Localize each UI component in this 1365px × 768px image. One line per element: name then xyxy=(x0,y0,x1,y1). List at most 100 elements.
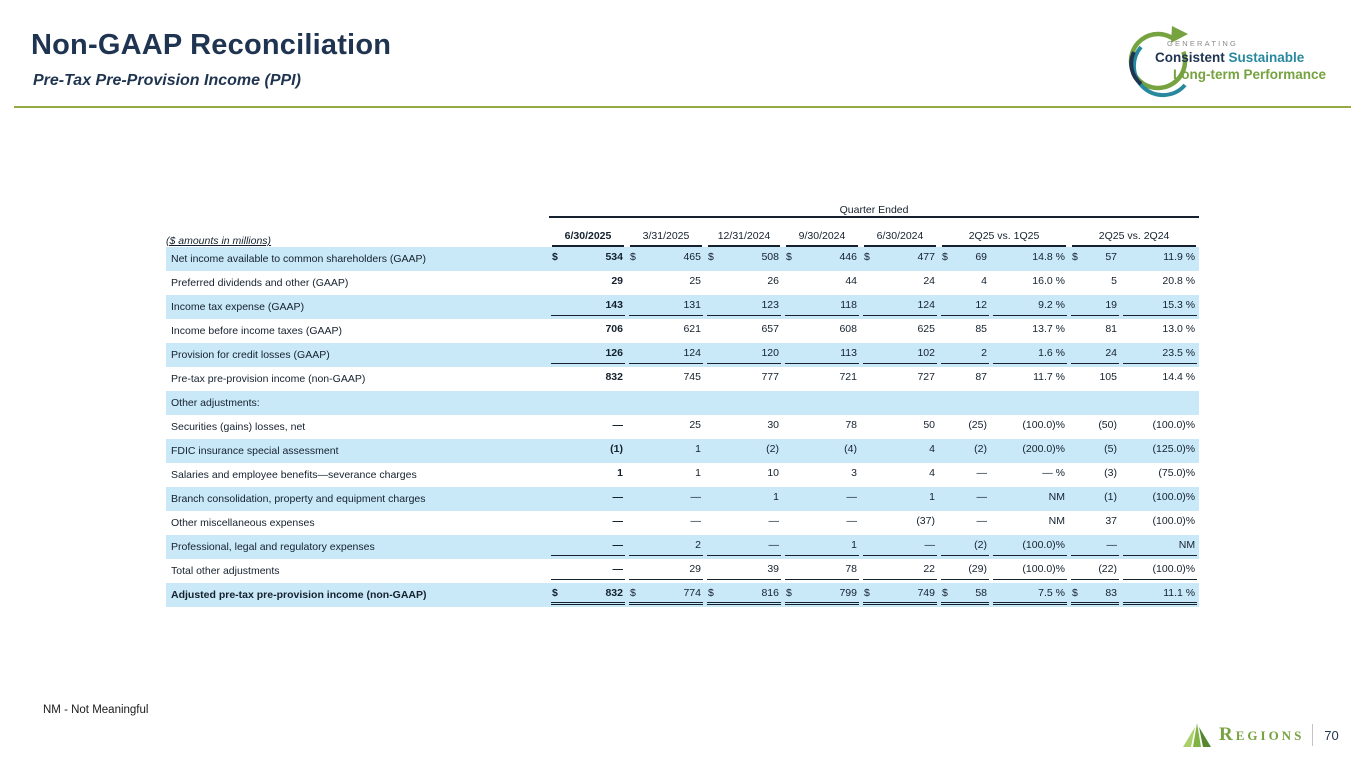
quarter-ended-header: Quarter Ended xyxy=(549,200,1200,218)
table-cell: — xyxy=(549,487,627,511)
col-header-q3: 12/31/2024 xyxy=(705,217,783,247)
table-cell: $69 xyxy=(939,247,991,271)
table-cell: 50 xyxy=(861,415,939,439)
cell-value: (200.0)% xyxy=(1022,443,1065,455)
column-header-row: ($ amounts in millions) 6/30/2025 3/31/2… xyxy=(166,217,1199,247)
cell-value: 14.4 % xyxy=(1162,371,1196,383)
table-cell: $774 xyxy=(627,583,705,607)
cell-value: 11.9 % xyxy=(1163,251,1196,263)
table-cell: — xyxy=(705,535,783,559)
currency-symbol: $ xyxy=(552,586,558,599)
table-cell: 608 xyxy=(783,319,861,343)
cell-value: — % xyxy=(1042,467,1065,479)
table-row: Other adjustments: xyxy=(166,391,1200,415)
cell-value: 26 xyxy=(767,275,779,287)
table-cell: — xyxy=(627,511,705,535)
nm-footnote: NM - Not Meaningful xyxy=(43,704,149,716)
cell-value: — xyxy=(846,491,858,503)
table-cell: 26 xyxy=(705,271,783,295)
table-row: Professional, legal and regulatory expen… xyxy=(166,535,1200,559)
cell-value: 727 xyxy=(917,371,935,383)
table-cell: 113 xyxy=(783,343,861,367)
table-cell: 657 xyxy=(705,319,783,343)
currency-symbol: $ xyxy=(552,251,558,263)
col-header-q1: 6/30/2025 xyxy=(549,217,627,247)
table-cell: (29) xyxy=(939,559,991,583)
cell-value: (2) xyxy=(974,539,987,551)
cell-value: 13.7 % xyxy=(1032,323,1065,335)
table-row: Preferred dividends and other (GAAP) 29 25… xyxy=(166,271,1199,295)
table-row: Income before income taxes (GAAP) 706 621 6… xyxy=(166,319,1199,343)
table-cell: — xyxy=(861,535,939,559)
footer-divider xyxy=(1312,724,1314,746)
cell-value: (22) xyxy=(1098,563,1117,575)
table-cell: 105 xyxy=(1069,367,1121,391)
table-cell: (1) xyxy=(1069,487,1121,511)
table-cell: (100.0)% xyxy=(991,415,1069,439)
table-cell: 19 xyxy=(1069,295,1121,319)
table-cell: 745 xyxy=(627,367,705,391)
cell-value: 5 xyxy=(1111,275,1117,287)
cell-value: 15.3 % xyxy=(1162,299,1196,311)
tagline-generating: GENERATING xyxy=(1167,39,1239,48)
cell-value: 24 xyxy=(1105,347,1117,359)
regions-pyramid-icon xyxy=(1183,723,1211,747)
cell-value: — xyxy=(924,539,936,551)
cell-value: 105 xyxy=(1099,371,1117,383)
cell-value: 508 xyxy=(761,251,779,263)
table-cell: 81 xyxy=(1069,319,1121,343)
table-cell: (22) xyxy=(1069,559,1121,583)
cell-value: 14.8 % xyxy=(1032,251,1065,263)
cell-value: 10 xyxy=(767,467,779,479)
currency-symbol: $ xyxy=(1072,586,1078,599)
table-cell: — xyxy=(627,487,705,511)
cell-value: 1 xyxy=(617,467,623,479)
table-cell: 4 xyxy=(861,439,939,463)
cell-value: (50) xyxy=(1098,419,1117,431)
table-cell: — xyxy=(783,511,861,535)
cell-value: 721 xyxy=(839,371,857,383)
cell-value: 12 xyxy=(975,299,987,311)
table-cell: 7.5 % xyxy=(991,583,1069,607)
cell-value: (125.0)% xyxy=(1152,443,1196,455)
cell-value: 58 xyxy=(975,586,987,599)
tagline-line3: Long-term Performance xyxy=(1173,67,1327,82)
table-cell: $816 xyxy=(705,583,783,607)
cell-value: 1 xyxy=(851,539,857,551)
cell-value: 20.8 % xyxy=(1162,275,1196,287)
cell-value: — xyxy=(976,467,988,479)
cell-value: — xyxy=(976,515,988,527)
table-cell: 20.8 % xyxy=(1121,271,1199,295)
table-cell: 1 xyxy=(783,535,861,559)
cell-value: 118 xyxy=(840,299,857,311)
table-cell: 721 xyxy=(783,367,861,391)
cell-value: (4) xyxy=(844,443,857,455)
table-row: Total other adjustments — 29 39 78 22 (29) (100… xyxy=(166,559,1199,583)
table-cell: (100.0)% xyxy=(991,535,1069,559)
table-cell: — xyxy=(549,535,627,559)
footer-logo: Regions 70 xyxy=(1182,722,1339,748)
table-cell: 118 xyxy=(783,295,861,319)
cell-value: 477 xyxy=(917,251,935,263)
row-label: Salaries and employee benefits—severance… xyxy=(171,469,417,481)
cell-value: 2 xyxy=(695,539,701,551)
table-cell: 777 xyxy=(705,367,783,391)
cell-value: 4 xyxy=(981,275,987,287)
table-cell: 29 xyxy=(549,271,627,295)
table-cell: 11.9 % xyxy=(1121,247,1199,271)
row-label: Total other adjustments xyxy=(171,565,280,577)
table-cell: — xyxy=(549,415,627,439)
table-cell: 131 xyxy=(627,295,705,319)
cell-value: 777 xyxy=(761,371,779,383)
cell-value: — xyxy=(976,491,988,503)
row-label: Net income available to common sharehold… xyxy=(171,253,427,265)
currency-symbol: $ xyxy=(942,251,948,263)
row-label: Other miscellaneous expenses xyxy=(171,517,315,529)
table-cell: 2 xyxy=(627,535,705,559)
cell-value: 29 xyxy=(689,563,701,575)
table-cell: — xyxy=(783,487,861,511)
cell-value: NM xyxy=(1048,515,1065,527)
currency-symbol: $ xyxy=(630,251,636,263)
cell-value: 4 xyxy=(929,467,935,479)
table-cell: 706 xyxy=(549,319,627,343)
